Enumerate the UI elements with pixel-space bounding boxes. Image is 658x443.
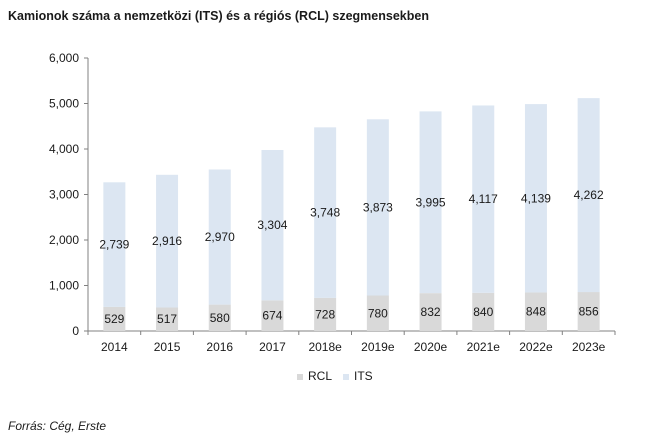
data-label-rcl: 848 bbox=[526, 305, 546, 319]
data-label-rcl: 780 bbox=[368, 306, 388, 320]
data-label-its: 3,748 bbox=[310, 206, 340, 220]
data-label-its: 3,873 bbox=[363, 200, 393, 214]
x-tick-label: 2017 bbox=[259, 340, 286, 354]
x-tick-label: 2019e bbox=[361, 340, 395, 354]
bar-its bbox=[261, 150, 284, 301]
bar-rcl bbox=[156, 307, 179, 331]
data-label-rcl: 728 bbox=[315, 307, 335, 321]
bar-its bbox=[419, 111, 442, 294]
bar-its bbox=[208, 169, 231, 305]
data-label-its: 3,304 bbox=[257, 218, 287, 232]
bar-its bbox=[524, 104, 547, 293]
source-note: Forrás: Cég, Erste bbox=[8, 419, 107, 433]
y-tick-label: 0 bbox=[72, 324, 79, 338]
y-tick-label: 6,000 bbox=[49, 51, 79, 65]
data-label-rcl: 832 bbox=[421, 305, 441, 319]
data-label-rcl: 840 bbox=[473, 305, 493, 319]
bar-its bbox=[103, 182, 126, 307]
x-tick-label: 2021e bbox=[467, 340, 501, 354]
y-tick-label: 5,000 bbox=[49, 97, 79, 111]
legend-swatch bbox=[297, 374, 303, 380]
bar-rcl bbox=[314, 297, 337, 331]
chart-title: Kamionok száma a nemzetközi (ITS) és a r… bbox=[8, 9, 429, 23]
data-label-rcl: 674 bbox=[262, 309, 282, 323]
data-label-rcl: 529 bbox=[104, 312, 124, 326]
legend-label: ITS bbox=[354, 369, 373, 383]
bar-rcl bbox=[261, 300, 284, 331]
data-label-rcl: 517 bbox=[157, 312, 177, 326]
data-label-its: 3,995 bbox=[416, 195, 446, 209]
data-label-its: 2,916 bbox=[152, 234, 182, 248]
bar-its bbox=[472, 105, 495, 293]
data-label-rcl: 856 bbox=[579, 305, 599, 319]
legend-swatch bbox=[343, 374, 349, 380]
x-tick-label: 2020e bbox=[414, 340, 448, 354]
x-tick-label: 2016 bbox=[206, 340, 233, 354]
x-tick-label: 2023e bbox=[572, 340, 606, 354]
y-tick-label: 3,000 bbox=[49, 188, 79, 202]
x-tick-label: 2018e bbox=[308, 340, 342, 354]
y-tick-label: 1,000 bbox=[49, 279, 79, 293]
bar-rcl bbox=[366, 295, 389, 331]
bar-rcl bbox=[419, 293, 442, 331]
bar-its bbox=[577, 98, 600, 293]
y-tick-label: 2,000 bbox=[49, 233, 79, 247]
bar-rcl bbox=[472, 292, 495, 331]
bar-its bbox=[366, 119, 389, 296]
y-tick-label: 4,000 bbox=[49, 142, 79, 156]
data-label-its: 4,117 bbox=[469, 192, 498, 206]
bar-rcl bbox=[208, 304, 231, 331]
data-label-its: 4,139 bbox=[521, 191, 551, 205]
data-label-rcl: 580 bbox=[210, 311, 230, 325]
bar-rcl bbox=[524, 292, 547, 331]
data-label-its: 4,262 bbox=[574, 188, 604, 202]
x-tick-label: 2022e bbox=[519, 340, 553, 354]
data-label-its: 2,970 bbox=[205, 230, 235, 244]
legend-label: RCL bbox=[308, 369, 332, 383]
bar-rcl bbox=[103, 306, 126, 331]
bar-rcl bbox=[577, 292, 600, 331]
x-tick-label: 2014 bbox=[101, 340, 128, 354]
bar-its bbox=[314, 127, 337, 298]
x-tick-label: 2015 bbox=[154, 340, 181, 354]
bar-its bbox=[156, 174, 179, 308]
data-label-its: 2,739 bbox=[99, 238, 129, 252]
